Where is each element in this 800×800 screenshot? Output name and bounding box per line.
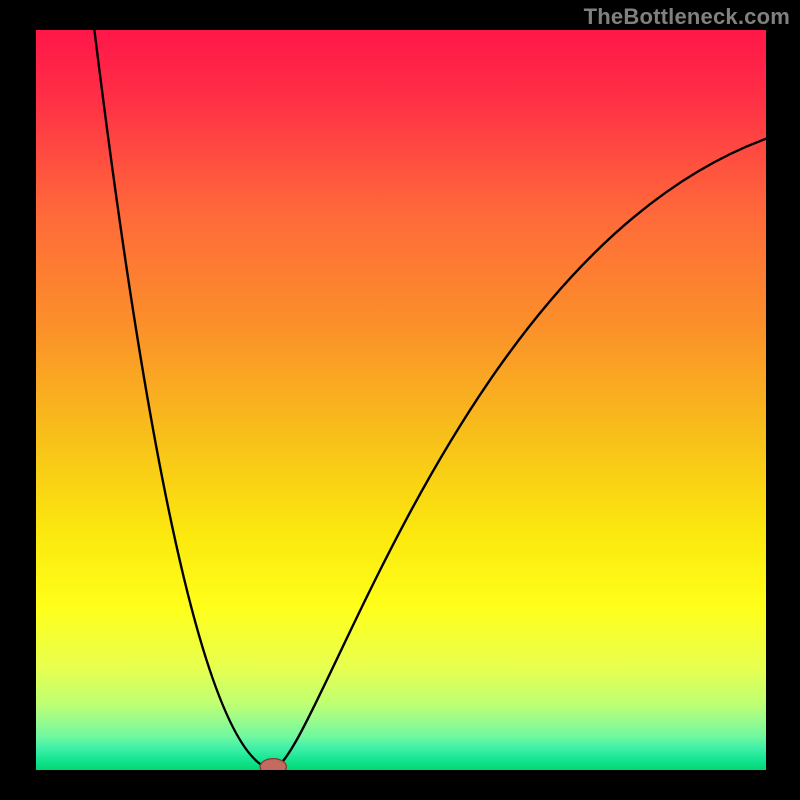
bottleneck-chart <box>36 30 766 770</box>
chart-background <box>36 30 766 770</box>
chart-frame: TheBottleneck.com <box>0 0 800 800</box>
optimal-point-marker <box>260 759 286 770</box>
watermark-label: TheBottleneck.com <box>584 4 790 30</box>
